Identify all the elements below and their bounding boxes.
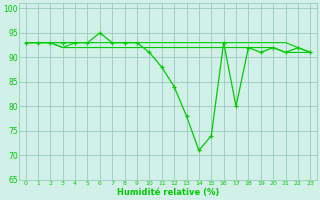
- X-axis label: Humidité relative (%): Humidité relative (%): [117, 188, 219, 197]
